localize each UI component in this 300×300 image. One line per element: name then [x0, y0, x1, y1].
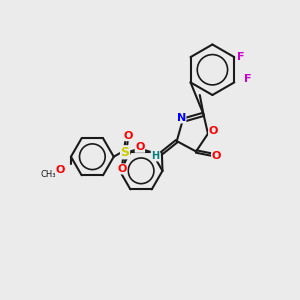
Text: O: O [117, 164, 127, 174]
Text: F: F [237, 52, 244, 62]
Text: CH₃: CH₃ [41, 170, 56, 179]
Text: N: N [177, 113, 186, 123]
Text: S: S [121, 146, 130, 159]
Text: O: O [212, 151, 221, 161]
Text: F: F [244, 74, 252, 84]
Text: O: O [135, 142, 145, 152]
Text: O: O [56, 164, 65, 175]
Text: H: H [151, 151, 159, 161]
Text: O: O [123, 130, 133, 141]
Text: O: O [208, 126, 218, 136]
